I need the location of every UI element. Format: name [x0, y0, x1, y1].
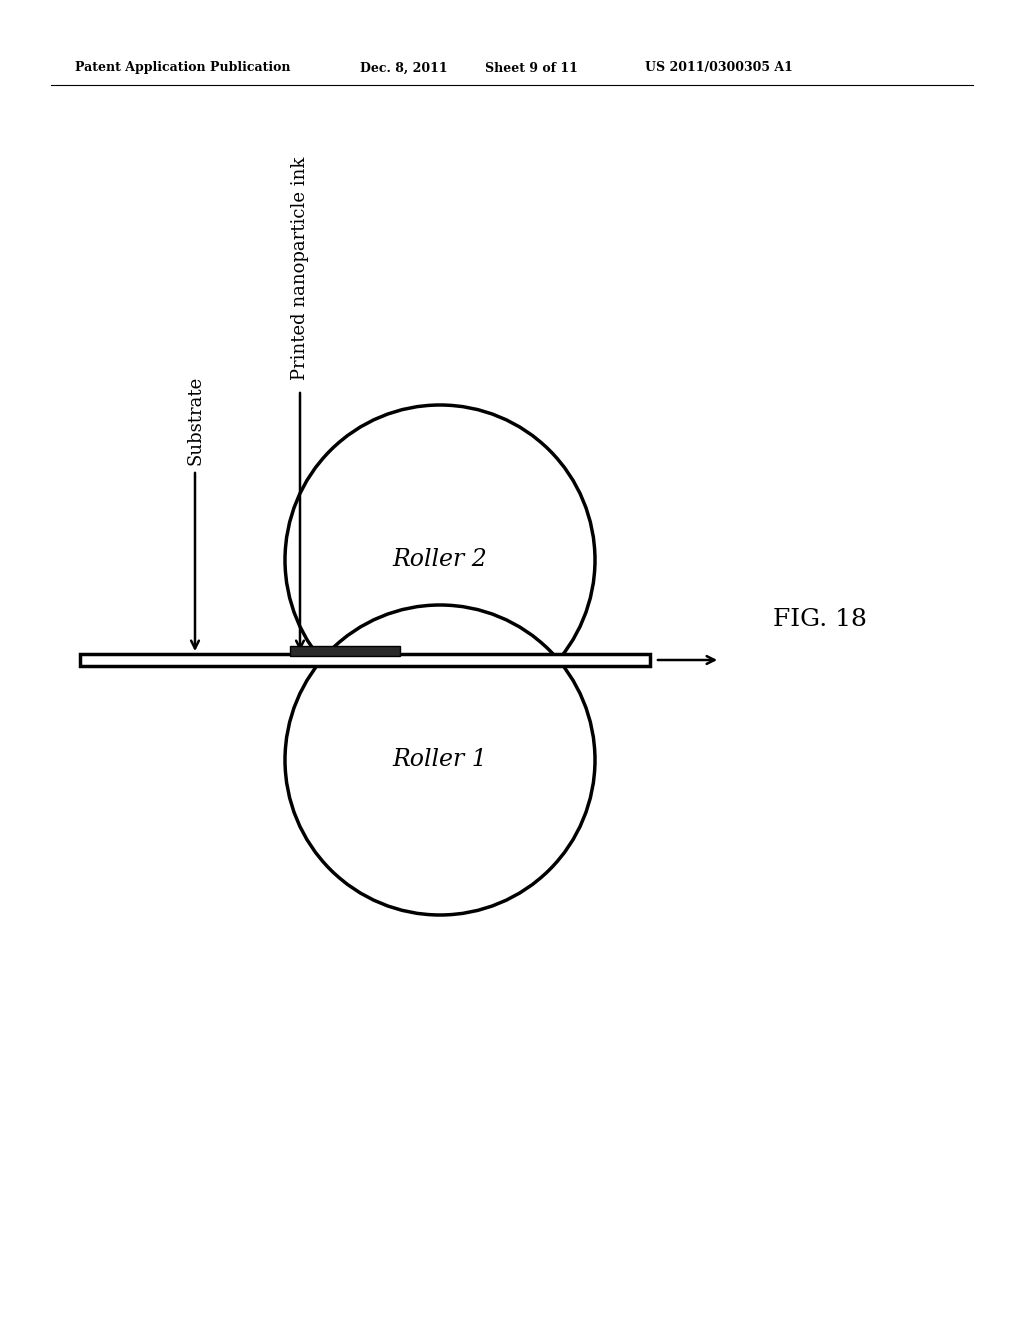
Circle shape [285, 605, 595, 915]
Text: Patent Application Publication: Patent Application Publication [75, 62, 291, 74]
Text: Roller 2: Roller 2 [392, 549, 487, 572]
Text: Printed nanoparticle ink: Printed nanoparticle ink [291, 157, 309, 380]
Text: US 2011/0300305 A1: US 2011/0300305 A1 [645, 62, 793, 74]
Bar [290, 645, 400, 656]
Bar [80, 653, 650, 667]
Text: FIG. 18: FIG. 18 [773, 609, 867, 631]
Circle shape [285, 405, 595, 715]
Text: Sheet 9 of 11: Sheet 9 of 11 [485, 62, 578, 74]
Text: Dec. 8, 2011: Dec. 8, 2011 [360, 62, 447, 74]
Text: Roller 1: Roller 1 [392, 748, 487, 771]
Text: Substrate: Substrate [186, 376, 204, 465]
